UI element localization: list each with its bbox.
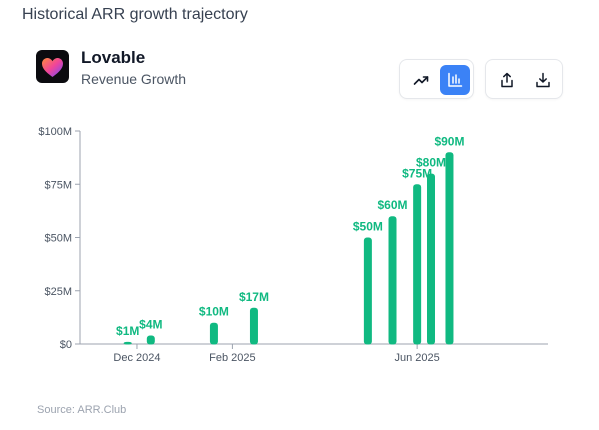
bar (363, 237, 372, 345)
bar-value-label: $75M (402, 166, 432, 180)
bar (249, 307, 258, 345)
bar-value-label: $60M (377, 198, 407, 212)
bar-chart-icon (448, 72, 463, 87)
bar (209, 322, 218, 345)
y-tick-label: $50M (44, 233, 72, 245)
bar (123, 341, 132, 345)
chart-subtitle: Revenue Growth (81, 71, 187, 87)
y-tick-label: $0 (60, 339, 72, 351)
source-note: Source: ARR.Club (37, 404, 127, 416)
bar (413, 184, 422, 345)
bar-value-label: $80M (416, 156, 446, 170)
x-tick-label: Feb 2025 (209, 352, 255, 364)
x-tick-label: Jun 2025 (395, 352, 440, 364)
x-tick-label: Dec 2024 (113, 352, 160, 364)
bar-value-label: $10M (199, 305, 229, 319)
company-name: Lovable (81, 48, 146, 67)
y-tick-label: $75M (44, 179, 72, 191)
lovable-heart-logo (36, 50, 69, 83)
bar (388, 216, 397, 345)
line-view-button[interactable] (406, 65, 436, 95)
y-tick-label: $100M (38, 126, 72, 138)
bar-value-label: $1M (116, 324, 139, 338)
view-toggle-group (399, 59, 474, 99)
trend-line-icon (413, 76, 429, 85)
bar-value-label: $4M (139, 317, 162, 331)
bar (445, 152, 454, 345)
bar-view-button[interactable] (440, 65, 470, 95)
action-button-group (485, 59, 563, 99)
share-icon (501, 72, 513, 88)
page-heading: Historical ARR growth trajectory (22, 6, 248, 23)
download-button[interactable] (528, 65, 558, 95)
bar-value-label: $90M (434, 134, 464, 148)
y-tick-label: $25M (44, 286, 72, 298)
bar (427, 173, 435, 345)
bar-value-label: $17M (239, 290, 269, 304)
share-button[interactable] (492, 65, 522, 95)
bar-value-label: $50M (353, 220, 383, 234)
download-icon (536, 72, 550, 88)
bar (146, 335, 155, 345)
